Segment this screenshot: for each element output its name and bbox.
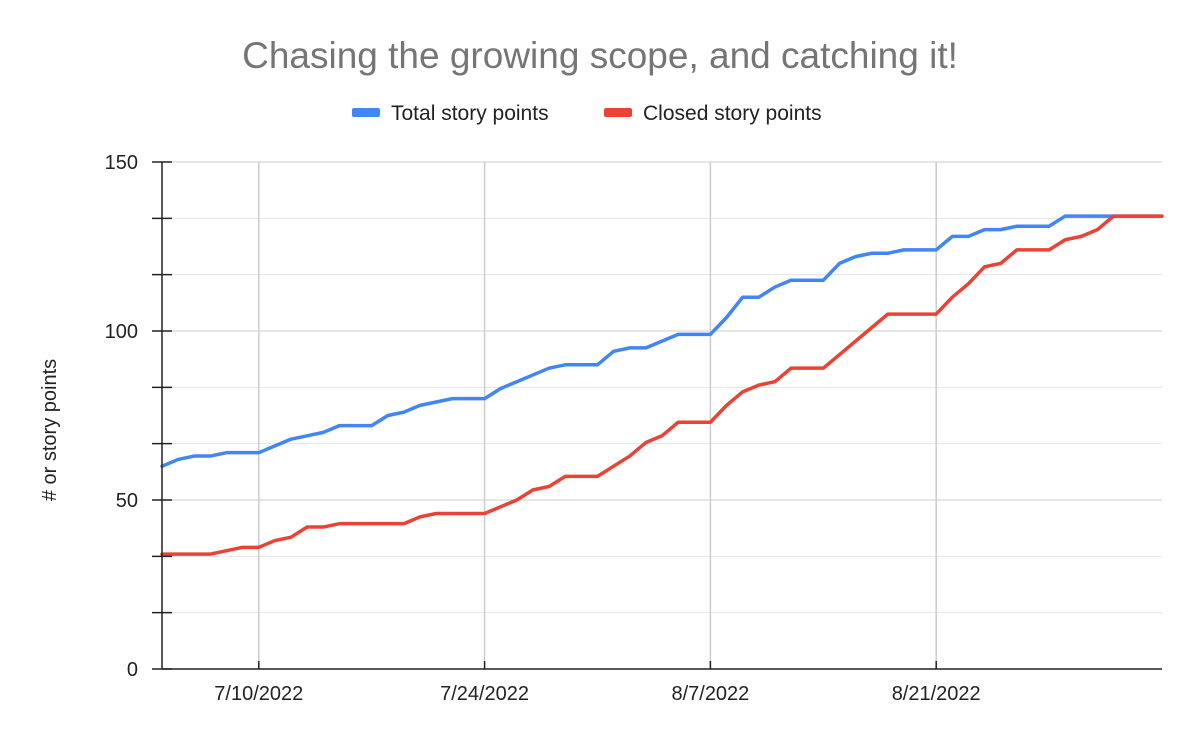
x-tick-label: 8/21/2022 — [892, 683, 981, 705]
y-tick-label: 0 — [127, 659, 138, 681]
legend-label-total: Total story points — [391, 102, 549, 125]
x-tick-label: 8/7/2022 — [671, 683, 749, 705]
series-layer — [160, 214, 1164, 556]
legend: Total story points Closed story points — [352, 102, 822, 125]
x-tick-label: 7/10/2022 — [214, 683, 303, 705]
legend-item-closed[interactable]: Closed story points — [604, 102, 822, 125]
legend-swatch-total — [352, 108, 380, 117]
chart-title: Chasing the growing scope, and catching … — [242, 35, 958, 76]
grid — [162, 161, 1162, 669]
y-tick-label: 150 — [105, 152, 138, 174]
tick-labels: 0 50 100 150 7/10/2022 7/24/2022 8/7/2022 8/21/… — [105, 152, 981, 705]
legend-item-total[interactable]: Total story points — [352, 102, 549, 125]
y-tick-label: 50 — [116, 490, 138, 512]
series-line-closed — [160, 214, 1164, 556]
x-tick-label: 7/24/2022 — [440, 683, 529, 705]
legend-swatch-closed — [604, 108, 632, 117]
y-axis-title: # or story points — [39, 359, 61, 501]
series-line-total — [160, 214, 1164, 468]
axes — [152, 161, 1162, 670]
legend-label-closed: Closed story points — [643, 102, 822, 125]
y-tick-label: 100 — [105, 321, 138, 343]
